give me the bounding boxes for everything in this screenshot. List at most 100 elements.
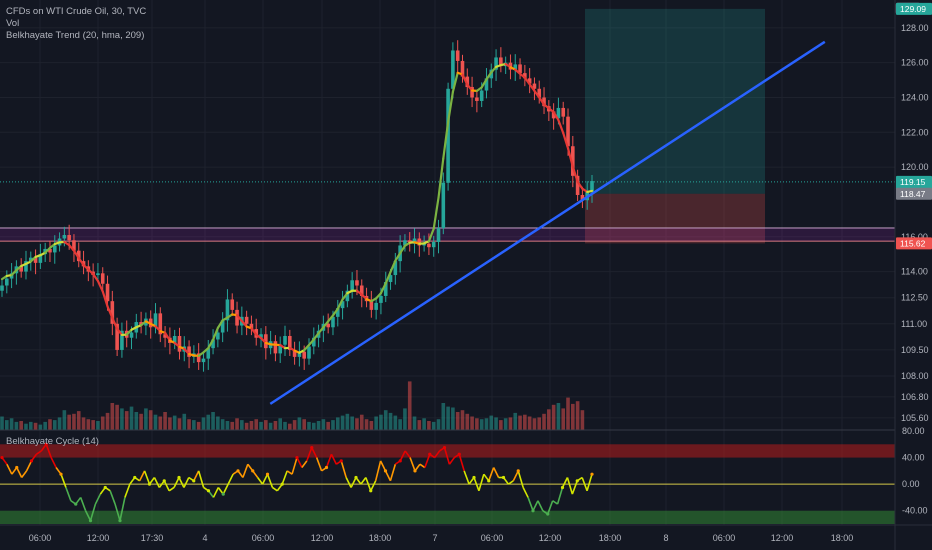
volume-bar bbox=[235, 418, 239, 430]
trend-segment bbox=[384, 270, 392, 285]
volume-bar bbox=[48, 419, 52, 430]
trend-legend[interactable]: Belkhayate Trend (20, hma, 209) bbox=[6, 30, 145, 41]
cycle-segment bbox=[546, 500, 554, 515]
cycle-segment bbox=[374, 460, 382, 482]
candle-body bbox=[24, 261, 28, 272]
drawn-trendline[interactable] bbox=[269, 40, 826, 405]
cycle-axis[interactable]: 80.00 40.00 0.00 -40.00 bbox=[902, 426, 928, 516]
volume-bar bbox=[494, 417, 498, 430]
cycle-segment bbox=[315, 457, 323, 472]
volume-bar bbox=[503, 418, 508, 430]
cycle-segment bbox=[6, 463, 13, 475]
candle-body bbox=[571, 146, 575, 176]
volume-bar bbox=[321, 419, 326, 430]
candlestick-series bbox=[0, 40, 594, 372]
candle-body bbox=[561, 107, 566, 117]
volume-bar bbox=[182, 413, 187, 430]
trend-segment bbox=[336, 298, 344, 310]
candle-body bbox=[369, 301, 374, 310]
volume-bar bbox=[177, 418, 182, 430]
trend-segment bbox=[259, 336, 267, 345]
volume-bar bbox=[331, 420, 335, 430]
loss-zone bbox=[585, 193, 765, 244]
cycle-dot bbox=[147, 482, 152, 486]
candle-body bbox=[460, 60, 465, 77]
volume-bar bbox=[206, 414, 211, 430]
volume-legend[interactable]: Vol bbox=[6, 18, 20, 29]
volume-bar bbox=[403, 408, 407, 430]
cycle-segment bbox=[281, 470, 288, 485]
volume-bar bbox=[86, 419, 91, 430]
cycle-segment bbox=[360, 477, 367, 485]
cycle-segment bbox=[365, 477, 372, 492]
cycle-dot bbox=[383, 469, 388, 473]
volume-bar bbox=[460, 410, 465, 430]
cycle-segment bbox=[434, 450, 441, 459]
time-axis[interactable]: 06:00 12:00 17:30 4 06:00 12:00 18:00 7 06:00 12:… bbox=[29, 533, 854, 543]
volume-bar bbox=[201, 417, 206, 430]
volume-bar bbox=[364, 419, 369, 430]
candle-body bbox=[359, 285, 364, 296]
volume-bar bbox=[33, 422, 38, 430]
volume-bar bbox=[62, 410, 67, 430]
volume-bar bbox=[345, 413, 350, 430]
candle-body bbox=[345, 290, 350, 302]
volume-bar bbox=[43, 421, 47, 430]
cycle-segment bbox=[60, 473, 67, 488]
candle-body bbox=[556, 107, 561, 119]
candle-body bbox=[115, 323, 119, 350]
trend-segment bbox=[10, 269, 18, 277]
volume-bar bbox=[105, 412, 110, 430]
candle-body bbox=[292, 349, 297, 357]
cycle-segment bbox=[566, 477, 574, 495]
symbol-legend[interactable]: CFDs on WTI Crude Oil, 30, TVC bbox=[6, 6, 147, 17]
trend-segment bbox=[163, 331, 171, 342]
cycle-segment bbox=[571, 480, 579, 495]
cycle-segment bbox=[124, 483, 131, 498]
cycle-dot bbox=[310, 446, 314, 450]
candle-body bbox=[427, 243, 431, 248]
volume-bar bbox=[479, 419, 484, 430]
candle-body bbox=[100, 273, 105, 284]
volume-bar bbox=[240, 420, 244, 430]
cycle-dot bbox=[457, 452, 461, 456]
volume-bar bbox=[124, 411, 129, 430]
cycle-legend[interactable]: Belkhayate Cycle (14) bbox=[6, 436, 99, 447]
trend-segment bbox=[379, 282, 387, 295]
volume-bar bbox=[523, 414, 527, 430]
candle-body bbox=[273, 341, 278, 354]
candle-body bbox=[475, 97, 479, 101]
volume-bar bbox=[172, 415, 177, 430]
cycle-dot bbox=[472, 475, 476, 480]
cycle-segment bbox=[84, 510, 92, 522]
price-tick-label: 106.80 bbox=[901, 392, 929, 402]
volume-bar bbox=[38, 424, 43, 430]
candle-body bbox=[211, 339, 215, 349]
volume-bar bbox=[211, 412, 215, 430]
candle-body bbox=[436, 228, 441, 242]
cycle-segment bbox=[296, 457, 303, 468]
candle-body bbox=[484, 78, 489, 91]
volume-bar bbox=[451, 407, 455, 430]
cycle-dot bbox=[428, 452, 432, 456]
time-tick-label: 18:00 bbox=[831, 533, 854, 543]
cycle-dot bbox=[88, 519, 93, 523]
trend-segment bbox=[235, 314, 243, 323]
price-tick-label: 105.60 bbox=[901, 413, 929, 423]
volume-bar bbox=[580, 410, 585, 430]
volume-bar bbox=[144, 408, 148, 430]
cycle-segment bbox=[478, 473, 485, 492]
price-tick-label: 114.00 bbox=[901, 267, 928, 277]
cycle-segment bbox=[556, 487, 564, 505]
time-tick-label: 06:00 bbox=[252, 533, 275, 543]
candle-body bbox=[249, 323, 254, 330]
cycle-segment bbox=[443, 447, 451, 465]
candle-body bbox=[446, 88, 450, 183]
candle-body bbox=[278, 344, 283, 354]
trend-segment bbox=[207, 338, 215, 350]
candle-body bbox=[311, 337, 316, 347]
volume-bar bbox=[455, 412, 460, 430]
volume-bar bbox=[417, 420, 422, 430]
